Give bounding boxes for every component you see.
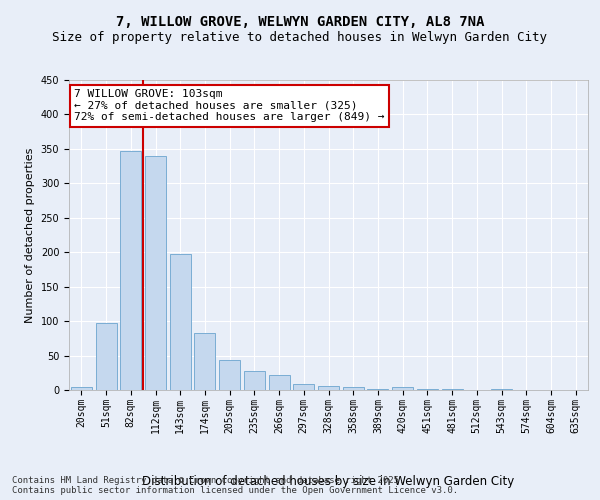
Text: 7, WILLOW GROVE, WELWYN GARDEN CITY, AL8 7NA: 7, WILLOW GROVE, WELWYN GARDEN CITY, AL8… [116,16,484,30]
Bar [120,151,141,390]
Text: 7 WILLOW GROVE: 103sqm
← 27% of detached houses are smaller (325)
72% of semi-de: 7 WILLOW GROVE: 103sqm ← 27% of detached… [74,90,385,122]
Bar [95,323,116,390]
X-axis label: Distribution of detached houses by size in Welwyn Garden City: Distribution of detached houses by size … [142,474,515,488]
Bar [367,388,388,390]
Bar [194,333,215,390]
Y-axis label: Number of detached properties: Number of detached properties [25,148,35,322]
Text: Size of property relative to detached houses in Welwyn Garden City: Size of property relative to detached ho… [53,31,548,44]
Bar [244,372,265,390]
Bar [170,254,191,390]
Bar [343,387,364,390]
Bar [219,360,240,390]
Text: Contains HM Land Registry data © Crown copyright and database right 2025.
Contai: Contains HM Land Registry data © Crown c… [12,476,458,495]
Bar [269,375,290,390]
Bar [293,384,314,390]
Bar [71,386,92,390]
Bar [392,387,413,390]
Bar [145,156,166,390]
Bar [318,386,339,390]
